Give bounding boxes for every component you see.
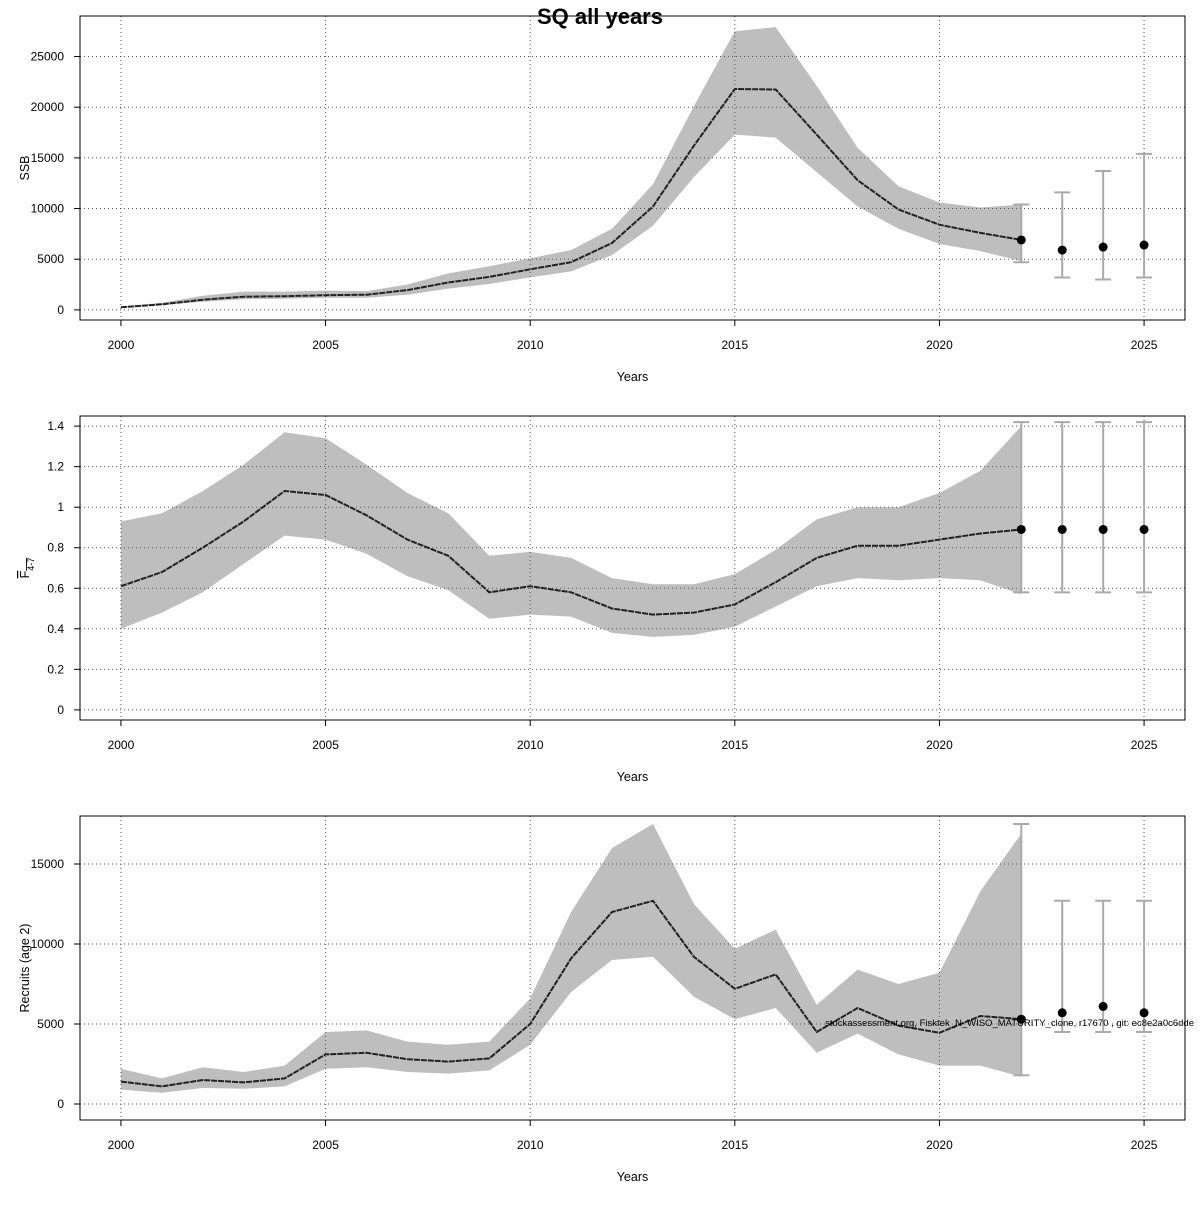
forecast-point [1016,1014,1026,1024]
x-tick-label: 2010 [517,1138,544,1152]
x-tick-label: 2020 [926,738,953,752]
y-axis-label: F4-7 [18,558,36,579]
y-tick-label: 1.2 [47,460,64,474]
y-axis-label-subscript: 4-7 [26,558,36,571]
plot-frame [79,415,1186,721]
forecast-point [1016,524,1026,534]
forecast-point [1139,1008,1149,1018]
forecast-point [1139,240,1149,250]
x-tick-label: 2015 [721,1138,748,1152]
estimate-line [120,87,1022,309]
forecast-point [1057,245,1067,255]
x-tick-label: 2010 [517,738,544,752]
y-tick-label: 0 [57,303,64,317]
x-tick-label: 2000 [108,1138,135,1152]
footnote: stockassessment.org, Fisktek_N_WISO_MATU… [825,1018,1194,1029]
forecast-point [1057,1008,1067,1018]
x-tick-label: 2005 [312,738,339,752]
forecast-point [1098,242,1108,252]
x-tick-label: 2015 [721,338,748,352]
x-tick-label: 2005 [312,1138,339,1152]
x-axis-label: Years [617,770,649,784]
x-axis-label: Years [617,370,649,384]
plot-frame [79,815,1186,1121]
x-tick-label: 2000 [108,738,135,752]
y-tick-label: 10000 [31,937,65,951]
y-tick-label: 5000 [37,252,64,266]
forecast-point [1098,1001,1108,1011]
x-axis-label: Years [617,1170,649,1184]
y-tick-label: 15000 [31,151,65,165]
x-tick-label: 2025 [1131,738,1158,752]
y-tick-label: 1.4 [47,419,64,433]
y-tick-label: 10000 [31,202,65,216]
x-tick-label: 2020 [926,338,953,352]
x-tick-label: 2015 [721,738,748,752]
y-tick-label: 0.8 [47,541,64,555]
forecast-point [1016,235,1026,245]
forecast-point [1098,524,1108,534]
x-tick-label: 2025 [1131,338,1158,352]
confidence-band [120,426,1022,637]
x-tick-label: 2025 [1131,1138,1158,1152]
estimate-line [120,899,1022,1088]
y-tick-label: 0.4 [47,622,64,636]
y-tick-label: 0 [57,703,64,717]
x-tick-label: 2000 [108,338,135,352]
y-tick-label: 5000 [37,1017,64,1031]
y-axis-label: SSB [18,155,32,180]
y-tick-label: 0.2 [47,662,64,676]
x-tick-label: 2020 [926,1138,953,1152]
plot-frame [79,15,1186,321]
estimate-line [120,489,1022,616]
y-tick-label: 20000 [31,100,65,114]
y-tick-label: 25000 [31,50,65,64]
y-tick-label: 0 [57,1097,64,1111]
y-tick-label: 1 [57,500,64,514]
x-tick-label: 2005 [312,338,339,352]
y-tick-label: 0.6 [47,581,64,595]
forecast-point [1139,524,1149,534]
y-tick-label: 15000 [31,857,65,871]
confidence-band [120,27,1022,308]
x-tick-label: 2010 [517,338,544,352]
y-axis-label: Recruits (age 2) [18,924,32,1013]
forecast-point [1057,524,1067,534]
